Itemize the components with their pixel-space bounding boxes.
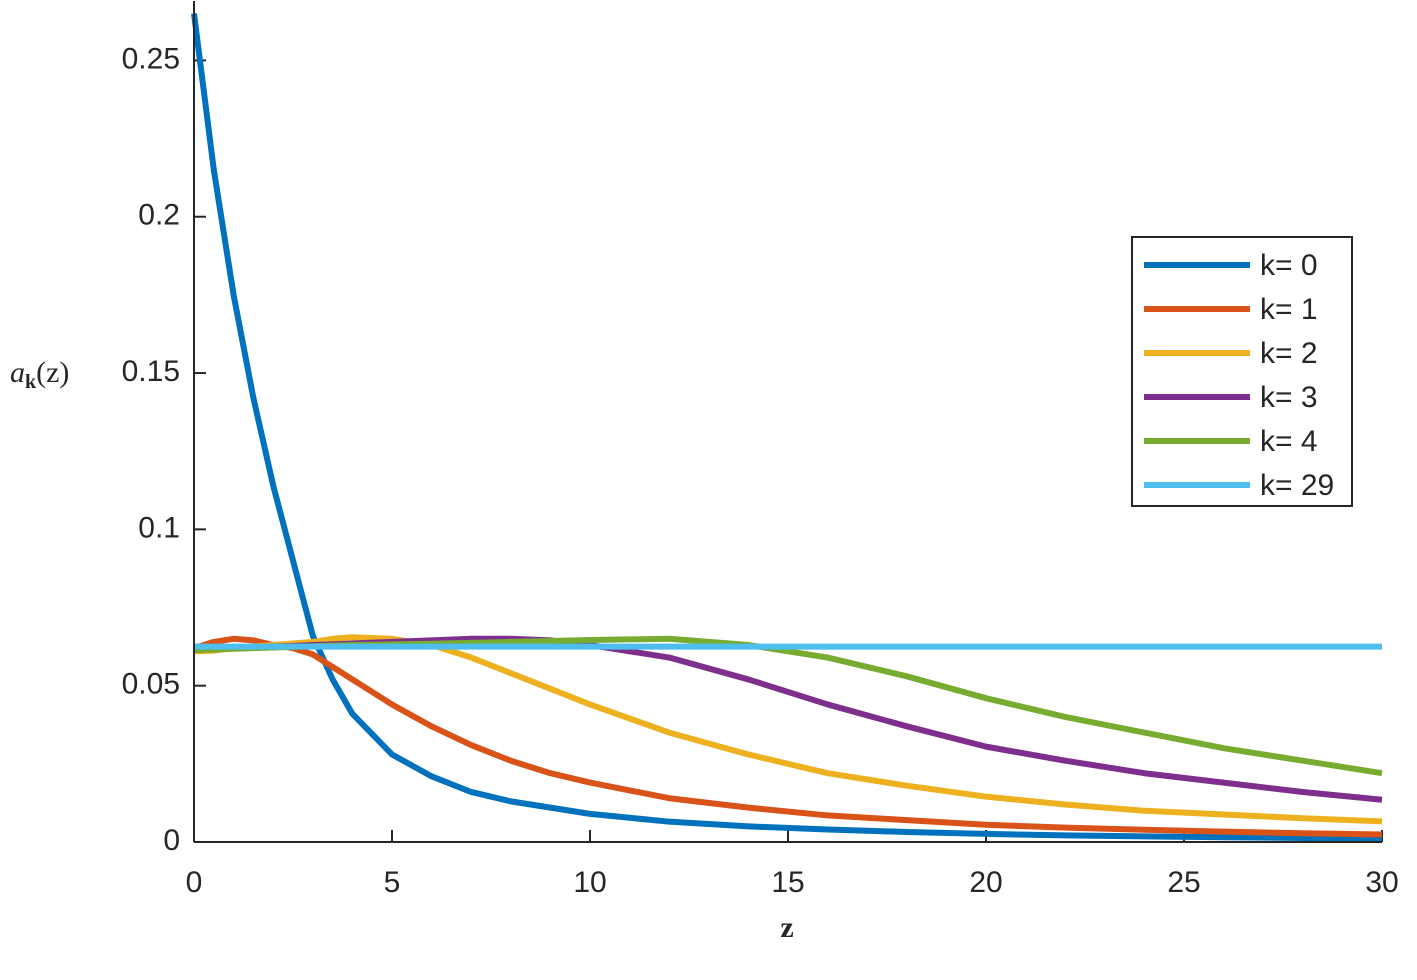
x-tick-label: 0 xyxy=(186,866,203,899)
x-axis-label: z xyxy=(780,911,793,944)
y-axis-label-suffix: (z) xyxy=(36,356,69,389)
legend-label: k= 3 xyxy=(1260,381,1318,414)
y-axis-label: ak(z) xyxy=(10,356,69,393)
series-line xyxy=(193,634,1383,825)
legend-label: k= 2 xyxy=(1260,337,1318,370)
series-line xyxy=(193,635,1383,803)
y-axis-label-base: a xyxy=(10,356,25,389)
y-tick-label: 0.1 xyxy=(138,511,180,544)
legend-label: k= 1 xyxy=(1260,293,1318,326)
y-tick-label: 0 xyxy=(163,824,180,857)
x-tick-label: 25 xyxy=(1167,866,1200,899)
x-tick-label: 20 xyxy=(969,866,1002,899)
legend: k= 0 k= 1 k= 2 k= 3 k= 4 k= 29 xyxy=(1131,236,1353,507)
x-tick-label: 30 xyxy=(1365,866,1398,899)
y-tick-label: 0.2 xyxy=(138,199,180,232)
series-line xyxy=(191,13,1383,842)
y-tick-label: 0.15 xyxy=(122,355,180,388)
legend-label: k= 4 xyxy=(1260,425,1318,458)
legend-label: k= 0 xyxy=(1260,249,1318,282)
x-tick-label: 10 xyxy=(573,866,606,899)
x-tick-label: 15 xyxy=(771,866,804,899)
series-line xyxy=(193,635,1383,777)
legend-box xyxy=(1131,236,1353,507)
x-tick-label: 5 xyxy=(384,866,401,899)
y-tick-label: 0.05 xyxy=(122,668,180,701)
y-axis-label-subscript: k xyxy=(25,371,37,393)
y-tick-label: 0.25 xyxy=(122,42,180,75)
legend-label: k= 29 xyxy=(1260,469,1334,502)
